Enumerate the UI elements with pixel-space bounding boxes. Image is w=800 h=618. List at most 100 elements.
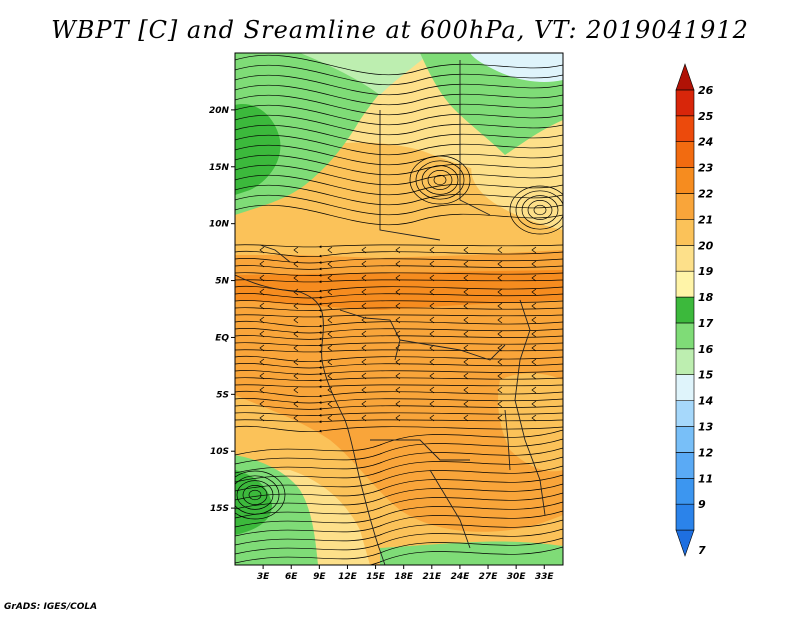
streamline-arrow-178 [497, 400, 503, 408]
streamline-24 [235, 412, 563, 417]
streamline-55 [236, 480, 274, 510]
streamline-arrow-102 [361, 288, 367, 296]
streamline-12 [235, 328, 563, 334]
lat-tick-label-7: 15S [210, 504, 229, 514]
streamline-arrow-79 [497, 246, 503, 254]
streamline-arrow-164 [327, 386, 333, 394]
streamline-arrow-85 [395, 260, 401, 268]
streamline-arrow-131 [429, 330, 435, 338]
colorbar-label-14: 23 [698, 162, 714, 175]
streamline-arrow-156 [361, 372, 367, 380]
streamline-29 [235, 74, 563, 96]
streamline-63 [235, 474, 563, 501]
streamline-arrow-152 [531, 358, 537, 366]
streamline-arrow-135 [259, 344, 265, 352]
colorbar-box-14 [675, 167, 695, 194]
streamline-arrow-80 [531, 246, 537, 254]
streamline-arrow-172 [293, 400, 299, 408]
streamline-arrow-114 [463, 302, 469, 310]
border-south-1 [370, 439, 470, 461]
streamline-48 [533, 204, 547, 216]
lat-tick-label-1: 15N [209, 163, 230, 173]
streamline-arrow-169 [497, 386, 503, 394]
streamline-70 [235, 537, 563, 564]
streamline-arrow-81 [259, 260, 265, 268]
colorbar-label-6: 15 [698, 369, 714, 382]
colorbar-label-15: 24 [698, 136, 713, 149]
streamline-22 [235, 398, 563, 404]
footer-credit: GrADS: IGES/COLA [4, 602, 98, 612]
streamline-7 [235, 293, 563, 299]
colorbar-box-10 [675, 270, 695, 298]
streamline-34 [235, 124, 563, 146]
border-lake-1 [504, 409, 511, 471]
streamline-arrow-105 [463, 288, 469, 296]
streamline-arrow-104 [429, 288, 435, 296]
streamline-17 [235, 363, 563, 369]
colorbar-box-1 [675, 503, 695, 531]
colorbar-box-18 [675, 63, 695, 91]
streamline-20 [235, 384, 563, 389]
streamline-53 [248, 489, 262, 501]
wbpt-field-s-green [380, 541, 563, 565]
streamline-arrow-115 [497, 302, 503, 310]
streamline-arrow-110 [327, 302, 333, 310]
streamline-arrow-91 [293, 274, 299, 282]
streamline-21 [235, 390, 563, 398]
lat-tick-label-2: 10N [209, 220, 230, 230]
streamline-61 [235, 456, 563, 483]
streamline-arrow-182 [327, 414, 333, 422]
streamline-arrow-75 [361, 246, 367, 254]
streamlines [235, 54, 563, 565]
colorbar-box-16 [675, 115, 695, 142]
colorbar-box-2 [675, 478, 695, 505]
wbpt-field-east-light [498, 373, 563, 472]
streamline-arrow-159 [463, 372, 469, 380]
border-central-2 [399, 339, 506, 361]
streamline-arrow-137 [327, 344, 333, 352]
lon-tick-label-5: 18E [394, 572, 414, 582]
lat-tick-label-4: EQ [215, 333, 229, 343]
streamline-arrow-173 [327, 400, 333, 408]
lat-tick-label-0: 20N [209, 106, 230, 116]
streamline-18 [235, 370, 563, 376]
lon-tick-label-0: 3E [257, 572, 270, 582]
streamline-16 [235, 355, 563, 363]
border-west-1 [259, 244, 291, 263]
streamline-arrow-138 [361, 344, 367, 352]
streamline-arrow-183 [361, 414, 367, 422]
lon-tick-label-4: 15E [366, 572, 386, 582]
colorbar-box-9 [675, 296, 695, 324]
streamline-arrow-97 [497, 274, 503, 282]
streamline-arrow-130 [395, 330, 401, 338]
streamline-1 [235, 250, 563, 258]
streamline-arrow-140 [429, 344, 435, 352]
streamline-arrow-122 [429, 316, 435, 324]
streamline-arrow-165 [361, 386, 367, 394]
lon-tick-label-8: 27E [479, 572, 499, 582]
streamline-67 [235, 510, 563, 537]
streamline-45 [421, 165, 459, 195]
colorbar-box-8 [675, 322, 695, 350]
colorbar-label-5: 14 [698, 395, 713, 408]
streamline-33 [235, 114, 563, 136]
streamline-19 [235, 377, 563, 382]
map-axes: 20N 15N 10N 5N EQ 5S 10S 15S 3E 6E 9E 12E 15E 18E 21E 2… [209, 106, 555, 582]
colorbar-box-0 [675, 529, 695, 557]
map-frame [234, 52, 564, 566]
streamline-arrow-106 [497, 288, 503, 296]
streamline-arrow-149 [429, 358, 435, 366]
wbpt-field-nw-pale-green [300, 53, 430, 95]
colorbar-label-16: 25 [698, 110, 714, 123]
streamline-51 [515, 190, 563, 230]
streamline-arrow-161 [531, 372, 537, 380]
streamline-28 [235, 64, 563, 86]
streamline-arrow-118 [293, 316, 299, 324]
colorbar-label-0: 7 [698, 544, 706, 557]
colorbar-box-5 [675, 400, 695, 427]
streamline-arrow-73 [293, 246, 299, 254]
streamline-arrow-158 [429, 372, 435, 380]
streamline-52 [509, 185, 563, 235]
colorbar: 7 9 11 12 13 14 15 16 17 18 19 20 21 22 23 24 25 26 [675, 63, 714, 557]
